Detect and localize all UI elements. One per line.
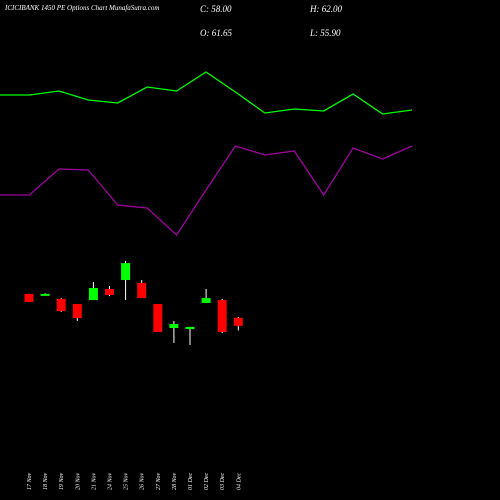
close-label: C: 58.00 [200,4,232,14]
chart-title: ICICIBANK 1450 PE Options Chart MunafaSu… [4,4,159,12]
candle-body [88,287,98,301]
candle-body [56,298,66,312]
candle-body [105,289,114,295]
low-label: L: 55.90 [309,28,341,38]
candle-body [72,304,82,319]
candle-body [24,293,34,303]
x-tick-label: 03 Dec [220,473,226,490]
candle-body [137,282,147,299]
candle-body [153,304,163,332]
indicator-line [0,71,413,115]
x-tick-label: 20 Nov [75,472,81,490]
candle-body [169,324,179,328]
candle-body [121,263,131,281]
x-tick-label: 01 Dec [188,473,194,490]
x-tick-label: 04 Dec [235,473,242,490]
x-tick-label: 27 Nov [156,472,162,490]
x-tick-label: 26 Nov [140,472,146,490]
x-tick-label: 21 Nov [91,472,97,490]
x-tick-label: 18 Nov [43,472,49,490]
candle-body [217,300,227,332]
x-tick-label: 19 Nov [59,472,65,490]
indicator-line [0,145,413,236]
candle-body [185,326,195,330]
open-label: O: 61.65 [200,28,232,38]
x-tick-label: 25 Nov [124,472,130,490]
high-label: H: 62.00 [309,4,342,14]
x-tick-label: 02 Dec [204,473,210,490]
candle-body [40,293,50,296]
x-tick-label: 28 Nov [172,472,178,490]
candle-body [233,317,243,326]
x-tick-label: 17 Nov [27,472,33,490]
x-tick-label: 24 Nov [107,472,114,490]
candle-body [201,298,211,303]
